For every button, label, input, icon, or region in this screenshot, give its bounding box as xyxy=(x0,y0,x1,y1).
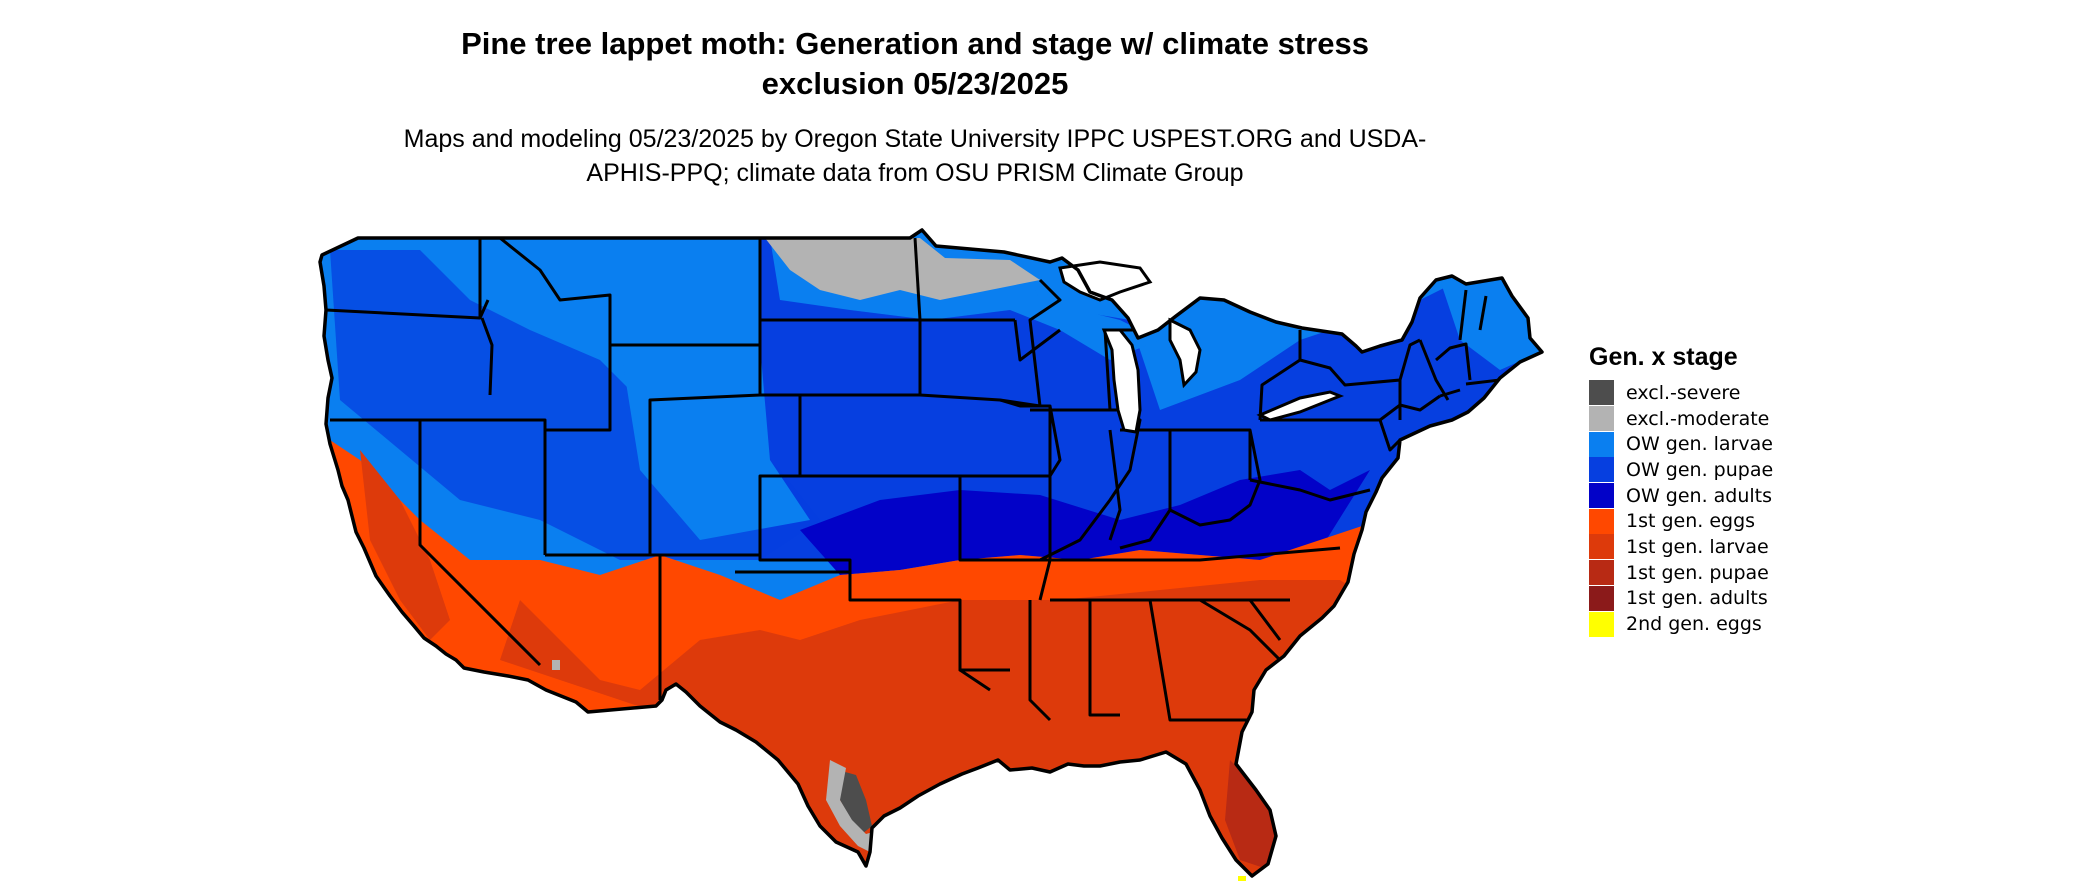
region-2nd-eggs xyxy=(1238,876,1246,881)
lake-erie xyxy=(1256,390,1345,422)
legend-label: 1st gen. adults xyxy=(1626,587,1768,610)
lake-michigan xyxy=(1101,328,1142,434)
legend-swatch xyxy=(1589,508,1614,534)
legend-item: excl.-severe xyxy=(1589,380,1773,406)
legend-swatch xyxy=(1589,585,1614,611)
legend-swatch xyxy=(1589,380,1614,406)
legend-item: 1st gen. eggs xyxy=(1589,508,1773,534)
map-subtitle: Maps and modeling 05/23/2025 by Oregon S… xyxy=(403,125,1427,187)
region-ow-adults-band xyxy=(800,470,1370,575)
region-1st-larvae-california xyxy=(360,450,450,640)
legend-label: excl.-moderate xyxy=(1626,407,1770,430)
legend-label: excl.-severe xyxy=(1626,381,1741,404)
lake-huron xyxy=(1168,317,1202,389)
lake-superior xyxy=(1058,260,1153,302)
legend-swatch xyxy=(1589,431,1614,457)
legend-swatch xyxy=(1589,534,1614,560)
region-excl-moderate-spot xyxy=(552,660,560,670)
legend-item: 2nd gen. eggs xyxy=(1589,611,1773,637)
region-1st-pupae xyxy=(1225,760,1280,870)
legend-items: excl.-severe excl.-moderate OW gen. larvae… xyxy=(1589,380,1773,637)
legend-item: OW gen. pupae xyxy=(1589,457,1773,483)
legend-swatch xyxy=(1589,611,1614,637)
great-lakes xyxy=(1058,260,1345,434)
region-excl-severe-texas xyxy=(838,770,872,834)
legend-label: OW gen. adults xyxy=(1626,484,1773,507)
state-boundaries xyxy=(325,236,1502,722)
legend-item: 1st gen. larvae xyxy=(1589,534,1773,560)
legend-label: 1st gen. eggs xyxy=(1626,510,1756,533)
legend-title: Gen. x stage xyxy=(1589,343,1738,371)
legend-item: OW gen. adults xyxy=(1589,483,1773,509)
map-title: Pine tree lappet moth: Generation and st… xyxy=(461,26,1369,101)
legend-label: OW gen. larvae xyxy=(1626,433,1773,456)
us-map xyxy=(318,228,1544,881)
legend-item: 1st gen. pupae xyxy=(1589,560,1773,586)
legend-swatch xyxy=(1589,560,1614,586)
legend-label: 1st gen. larvae xyxy=(1626,535,1769,558)
legend-item: 1st gen. adults xyxy=(1589,585,1773,612)
legend-item: excl.-moderate xyxy=(1589,406,1773,432)
region-excl-moderate-texas xyxy=(826,760,880,852)
region-excl-moderate-north xyxy=(765,238,1040,300)
legend-item: OW gen. larvae xyxy=(1589,431,1773,457)
legend-label: 1st gen. pupae xyxy=(1626,561,1769,584)
legend-label: 2nd gen. eggs xyxy=(1626,613,1762,636)
legend-swatch xyxy=(1589,457,1614,483)
legend-swatch xyxy=(1589,406,1614,432)
legend-swatch xyxy=(1589,483,1614,509)
legend: Gen. x stage excl.-severe excl.-moderate O… xyxy=(1589,342,1773,637)
legend-label: OW gen. pupae xyxy=(1626,458,1774,481)
